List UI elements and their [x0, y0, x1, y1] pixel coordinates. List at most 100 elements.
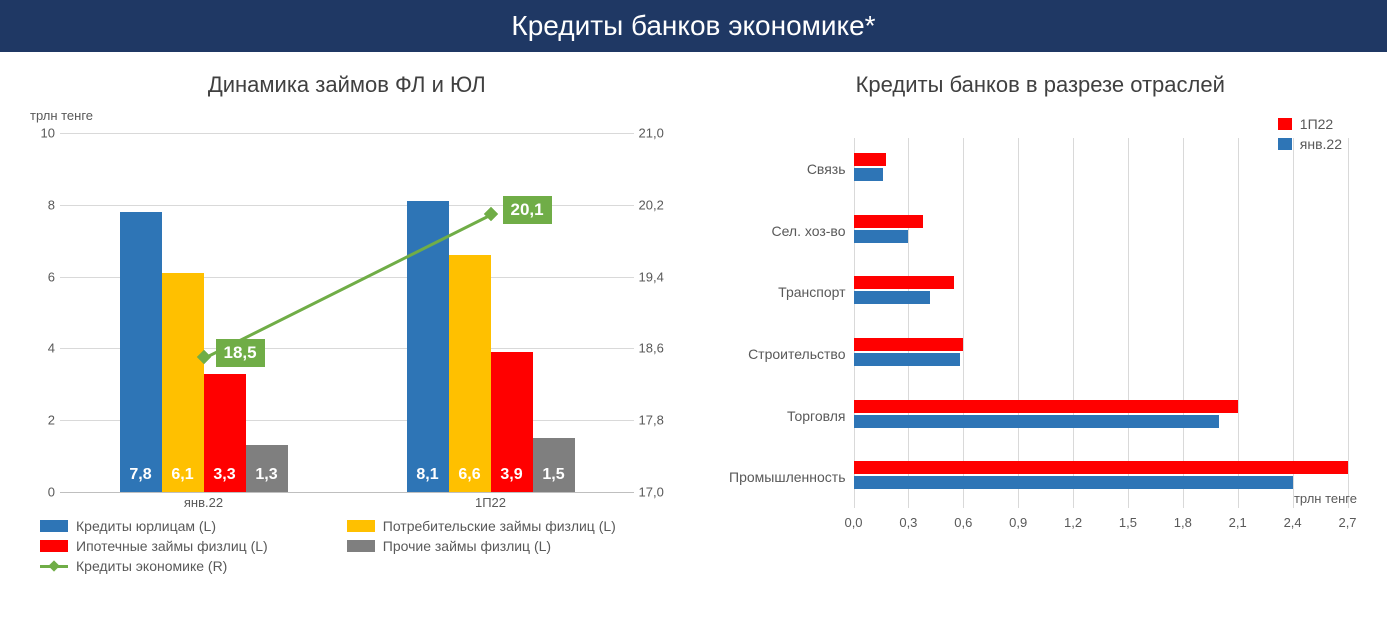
- right-chart-area: 1П22 янв.22 0,00,30,60,91,21,51,82,12,42,…: [724, 108, 1358, 538]
- legend-swatch: [40, 540, 68, 552]
- y-right-tick: 17,8: [639, 413, 674, 428]
- bar: 7,8: [120, 212, 162, 492]
- legend-item: 1П22: [1278, 116, 1342, 132]
- legend-swatch: [347, 540, 375, 552]
- category-label: Строительство: [729, 346, 854, 362]
- hbar: [854, 476, 1293, 489]
- y-left-tick: 6: [30, 269, 55, 284]
- grid-line: [1238, 138, 1239, 508]
- hbar: [854, 415, 1220, 428]
- y-right-tick: 19,4: [639, 269, 674, 284]
- bar: 3,3: [204, 374, 246, 492]
- x-tick: 0,3: [899, 515, 917, 530]
- legend-label: янв.22: [1300, 136, 1342, 152]
- hbar: [854, 353, 960, 366]
- category-label: Торговля: [729, 408, 854, 424]
- y-right-tick: 18,6: [639, 341, 674, 356]
- legend-label: Ипотечные займы физлиц (L): [76, 538, 268, 554]
- grid-line: [908, 138, 909, 508]
- y-right-tick: 17,0: [639, 485, 674, 500]
- legend-item: Кредиты экономике (R): [40, 558, 347, 574]
- y-left-tick: 0: [30, 485, 55, 500]
- category-label: Транспорт: [729, 284, 854, 300]
- x-tick: 1,8: [1174, 515, 1192, 530]
- legend-label: 1П22: [1300, 116, 1333, 132]
- hbar: [854, 230, 909, 243]
- bar-value-label: 1,5: [542, 466, 564, 484]
- right-chart-title: Кредиты банков в разрезе отраслей: [704, 72, 1378, 98]
- bar-value-label: 6,1: [171, 466, 193, 484]
- hbar: [854, 153, 887, 166]
- legend-label: Кредиты юрлицам (L): [76, 518, 216, 534]
- grid-line: [963, 138, 964, 508]
- bar: 1,3: [246, 445, 288, 492]
- right-plot: 0,00,30,60,91,21,51,82,12,42,7СвязьСел. …: [854, 138, 1348, 508]
- bar-value-label: 8,1: [416, 466, 438, 484]
- x-tick: 2,4: [1284, 515, 1302, 530]
- hbar: [854, 338, 964, 351]
- left-chart-panel: Динамика займов ФЛ и ЮЛ трлн тенге 02468…: [10, 62, 684, 574]
- right-chart-panel: Кредиты банков в разрезе отраслей 1П22 ян…: [704, 62, 1378, 574]
- hbar: [854, 215, 924, 228]
- x-tick: 1,2: [1064, 515, 1082, 530]
- left-plot: 024681017,017,818,619,420,221,07,86,13,3…: [60, 133, 634, 493]
- y-right-tick: 20,2: [639, 197, 674, 212]
- hbar: [854, 276, 955, 289]
- hbar-row: Транспорт: [854, 274, 1348, 310]
- legend-item: Ипотечные займы физлиц (L): [40, 538, 347, 554]
- hbar-row: Промышленность: [854, 459, 1348, 495]
- hbar-row: Связь: [854, 151, 1348, 187]
- grid-line: [60, 133, 634, 134]
- bar: 1,5: [533, 438, 575, 492]
- legend-item: Прочие займы физлиц (L): [347, 538, 654, 554]
- grid-line: [1018, 138, 1019, 508]
- category-label: Сел. хоз-во: [729, 223, 854, 239]
- hbar: [854, 291, 931, 304]
- x-tick: 1,5: [1119, 515, 1137, 530]
- bar-value-label: 7,8: [129, 466, 151, 484]
- x-category-label: 1П22: [441, 495, 541, 510]
- x-tick: 0,6: [954, 515, 972, 530]
- bar-value-label: 1,3: [255, 466, 277, 484]
- grid-line: [854, 138, 855, 508]
- right-legend: 1П22 янв.22: [1278, 116, 1342, 156]
- bar: 3,9: [491, 352, 533, 492]
- y-right-tick: 21,0: [639, 126, 674, 141]
- y-left-tick: 8: [30, 197, 55, 212]
- hbar-row: Сел. хоз-во: [854, 213, 1348, 249]
- left-chart-area: 024681017,017,818,619,420,221,07,86,13,3…: [60, 123, 634, 513]
- y-left-tick: 4: [30, 341, 55, 356]
- left-legend: Кредиты юрлицам (L) Потребительские займы…: [40, 518, 654, 574]
- left-chart-title: Динамика займов ФЛ и ЮЛ: [10, 72, 684, 98]
- x-tick: 2,1: [1229, 515, 1247, 530]
- hbar-row: Строительство: [854, 336, 1348, 372]
- legend-item: Кредиты юрлицам (L): [40, 518, 347, 534]
- bar-value-label: 3,3: [213, 466, 235, 484]
- legend-item: Потребительские займы физлиц (L): [347, 518, 654, 534]
- hbar: [854, 400, 1238, 413]
- legend-swatch: [40, 520, 68, 532]
- x-tick: 0,0: [844, 515, 862, 530]
- bar: 6,1: [162, 273, 204, 492]
- hbar-row: Торговля: [854, 398, 1348, 434]
- grid-line: [1128, 138, 1129, 508]
- line-value-label: 20,1: [503, 196, 552, 224]
- legend-item: янв.22: [1278, 136, 1342, 152]
- legend-label: Кредиты экономике (R): [76, 558, 227, 574]
- bar-value-label: 3,9: [500, 466, 522, 484]
- legend-swatch: [1278, 138, 1292, 150]
- legend-line-swatch: [40, 565, 68, 568]
- hbar: [854, 168, 883, 181]
- grid-line: [1073, 138, 1074, 508]
- category-label: Промышленность: [729, 469, 854, 485]
- x-tick: 2,7: [1338, 515, 1356, 530]
- grid-line: [1348, 138, 1349, 508]
- bar-value-label: 6,6: [458, 466, 480, 484]
- category-label: Связь: [729, 161, 854, 177]
- bar: 6,6: [449, 255, 491, 492]
- legend-swatch: [1278, 118, 1292, 130]
- y-left-axis-title: трлн тенге: [30, 108, 684, 123]
- legend-label: Потребительские займы физлиц (L): [383, 518, 616, 534]
- x-category-label: янв.22: [154, 495, 254, 510]
- main-title: Кредиты банков экономике*: [0, 0, 1387, 52]
